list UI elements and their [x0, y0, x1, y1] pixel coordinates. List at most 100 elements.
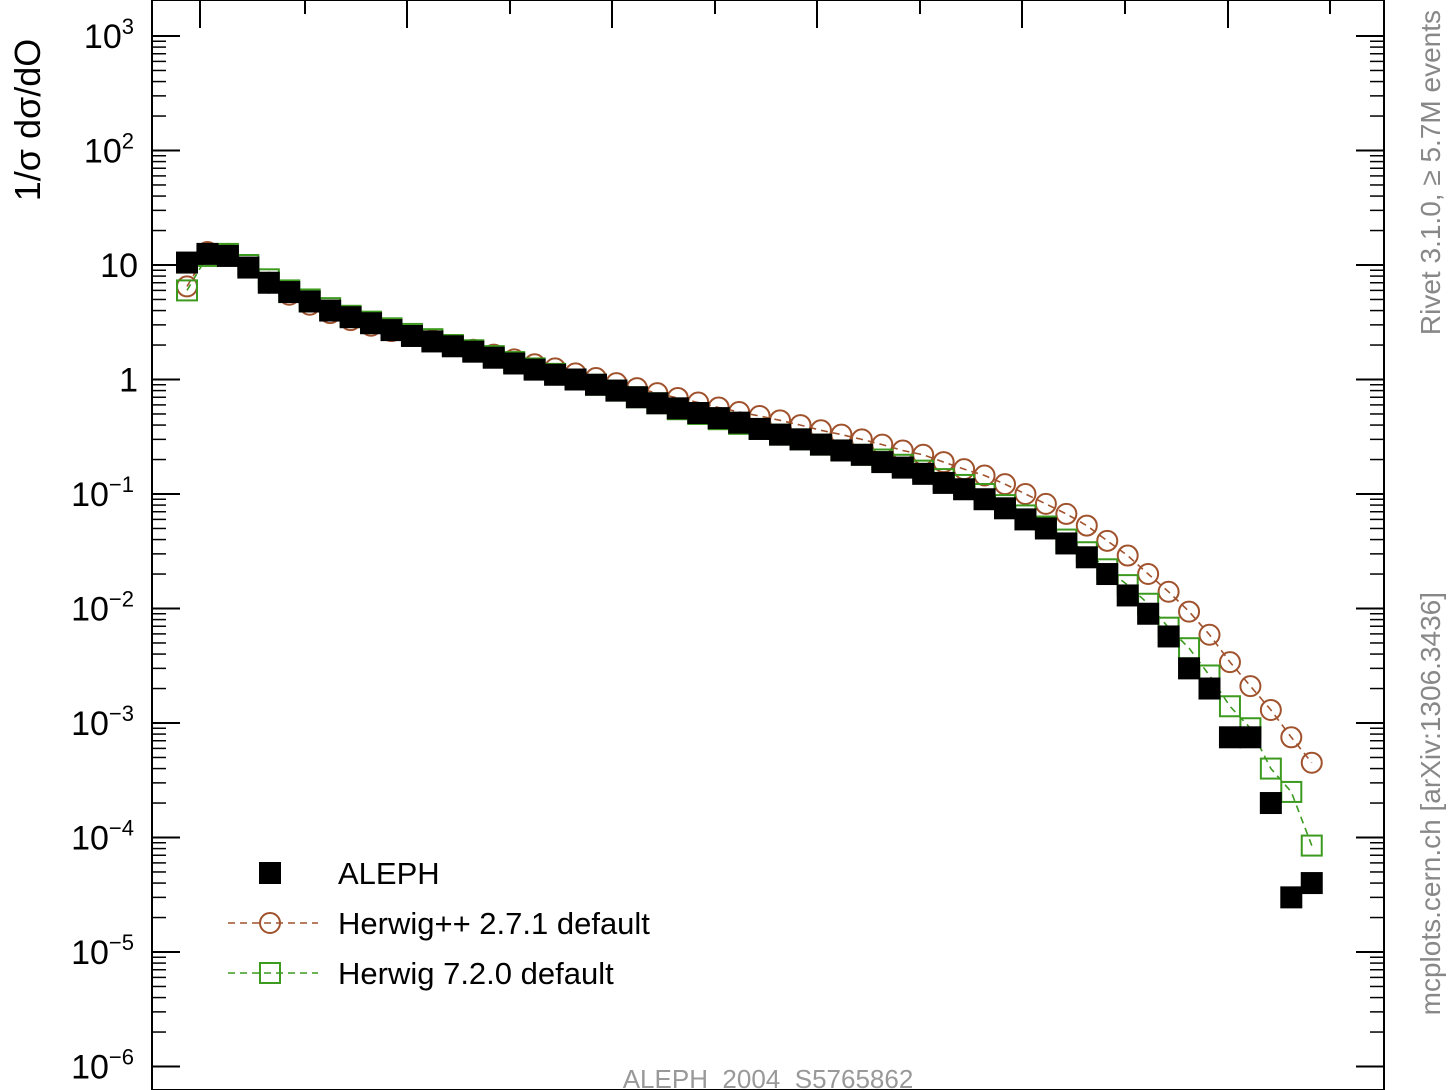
axis-ticks [152, 0, 1384, 1068]
data-point [850, 443, 873, 466]
data-point [748, 417, 771, 440]
data-point [1137, 563, 1160, 586]
data-point [1075, 514, 1098, 537]
data-point [789, 428, 812, 451]
series-layer [176, 240, 1323, 909]
y-tick-label: 103 [84, 14, 134, 56]
data-point [1239, 675, 1262, 698]
data-point [605, 379, 628, 402]
data-point [1300, 751, 1323, 774]
data-point [585, 373, 607, 396]
data-point [298, 290, 321, 313]
data-point [482, 346, 505, 369]
data-point [400, 324, 423, 347]
data-point [237, 256, 260, 279]
data-point [1055, 502, 1078, 525]
data-point [871, 451, 894, 474]
data-point [1198, 677, 1221, 700]
data-point [339, 306, 362, 329]
data-point [360, 312, 383, 335]
data-point [1178, 600, 1201, 623]
y-tick-label: 10−5 [71, 930, 134, 972]
y-tick-label: 10−3 [71, 701, 134, 743]
data-point [257, 271, 280, 294]
y-tick-label: 102 [84, 129, 134, 171]
data-point [1116, 584, 1139, 607]
data-point [564, 368, 587, 391]
data-point [1280, 726, 1303, 749]
y-tick-label: 10 [100, 247, 138, 285]
analysis-id: ALEPH_2004_S5765862 [623, 1064, 914, 1090]
y-tick-label: 10−2 [71, 587, 134, 629]
data-point [1137, 602, 1160, 625]
legend-marker [259, 962, 281, 984]
data-point [1280, 886, 1303, 909]
data-point [625, 386, 648, 409]
legend-label: Herwig++ 2.7.1 default [338, 906, 650, 941]
data-point [1218, 695, 1241, 718]
plot-frame [151, 0, 1385, 1090]
data-point [462, 340, 485, 363]
data-point [1300, 834, 1323, 857]
data-point [809, 433, 832, 456]
data-point [646, 392, 669, 415]
data-point [1259, 792, 1282, 815]
y-tick-label: 10−1 [71, 472, 134, 514]
data-point [1157, 625, 1180, 648]
data-point [1055, 532, 1078, 555]
y-tick-label: 10−4 [71, 816, 134, 858]
data-point [196, 242, 219, 265]
data-point [1178, 657, 1201, 680]
data-point [891, 456, 914, 479]
data-point [1014, 508, 1037, 531]
mcplots-label: mcplots.cern.ch [arXiv:1306.3436] [1415, 592, 1446, 1015]
y-tick-label: 10−6 [71, 1045, 134, 1087]
data-point [1096, 563, 1119, 586]
y-axis-title: 1/σ dσ/dO [7, 39, 48, 202]
data-point [319, 299, 342, 322]
data-point [1300, 872, 1323, 895]
legend-marker [259, 912, 281, 934]
data-point [1034, 492, 1057, 515]
data-point [830, 439, 853, 462]
data-point [769, 423, 792, 446]
data-point [932, 471, 955, 494]
data-point [523, 358, 546, 381]
data-point [1259, 757, 1282, 780]
legend-label: ALEPH [338, 856, 440, 891]
data-point [1116, 544, 1139, 567]
data-point [1034, 517, 1057, 540]
data-point [1218, 651, 1241, 674]
data-point [994, 497, 1016, 520]
legend: ALEPH Herwig++ 2.7.1 default Herwig 7.2.0 … [228, 856, 650, 991]
data-point [278, 281, 301, 304]
data-point [216, 244, 239, 267]
data-point [1157, 580, 1180, 603]
data-point [1239, 726, 1262, 749]
data-point [728, 411, 751, 434]
data-point [380, 319, 403, 342]
data-point [544, 363, 567, 386]
data-point [1075, 546, 1098, 569]
data-point [421, 330, 444, 353]
data-point [1259, 698, 1282, 721]
data-point [1096, 529, 1119, 552]
data-point [1014, 483, 1037, 505]
legend-marker [259, 862, 281, 884]
data-point [953, 478, 976, 501]
data-point [1280, 780, 1303, 803]
data-point [503, 352, 526, 375]
data-point [1198, 623, 1221, 646]
data-point [666, 397, 689, 420]
y-tick-label: 1 [119, 362, 138, 400]
rivet-label: Rivet 3.1.0, ≥ 5.7M events [1415, 10, 1446, 335]
data-point [176, 251, 198, 274]
data-point [441, 335, 464, 358]
data-point [912, 462, 935, 485]
data-point [1218, 726, 1241, 749]
series-line [186, 251, 1313, 764]
data-point [973, 488, 996, 511]
data-point [707, 407, 730, 430]
